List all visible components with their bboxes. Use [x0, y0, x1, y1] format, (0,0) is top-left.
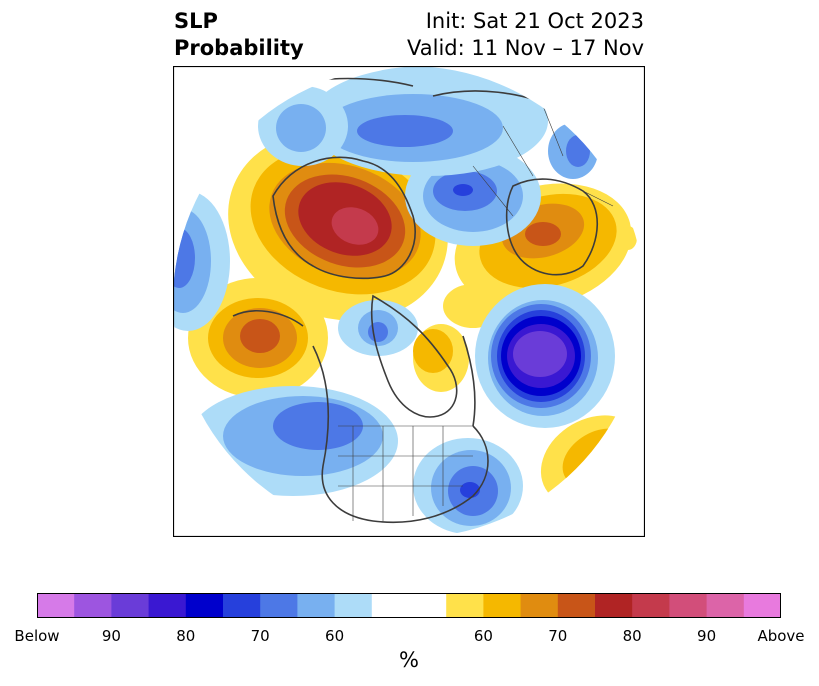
anomaly-north-pacific [188, 278, 328, 398]
colorbar [37, 593, 781, 618]
political-borders [338, 105, 614, 521]
colorbar-cell [223, 593, 261, 618]
probability-map [173, 66, 645, 537]
colorbar-tick-label: 90 [101, 627, 121, 645]
colorbar-cell [334, 593, 373, 618]
colorbar-cell [409, 593, 447, 618]
colorbar-cell [148, 593, 187, 618]
colorbar-tick-label: 90 [697, 627, 717, 645]
colorbar-tick-label: 60 [473, 627, 493, 645]
chart-title: SLP Probability [174, 8, 304, 62]
anomaly-north-atlantic [475, 284, 615, 428]
colorbar-tick-label: 70 [548, 627, 568, 645]
title-subtitle: Probability [174, 36, 304, 60]
anomaly-western-siberia [258, 66, 598, 179]
colorbar-cell [483, 593, 522, 618]
colorbar-tick-label: Below [14, 627, 60, 645]
colorbar-cell [669, 593, 708, 618]
colorbar-cell [260, 593, 298, 618]
anomaly-far-west [173, 191, 230, 331]
colorbar-tick-label: 80 [622, 627, 642, 645]
colorbar-tick-label: 80 [176, 627, 196, 645]
colorbar-cell [446, 593, 484, 618]
colorbar-cell [74, 593, 112, 618]
colorbar-cell [632, 593, 670, 618]
colorbar-cell [185, 593, 224, 618]
anomaly-southeast-us [413, 438, 523, 534]
valid-range-label: Valid: 11 Nov – 17 Nov [407, 36, 644, 60]
colorbar-tick-label: Above [757, 627, 805, 645]
colorbar-cell [557, 593, 596, 618]
colorbar-cell [706, 593, 745, 618]
colorbar-tick-label: 60 [325, 627, 345, 645]
colorbar-cell [595, 593, 633, 618]
colorbar-tick-label: 70 [250, 627, 270, 645]
colorbar-cell [743, 593, 781, 618]
anomaly-greenland [413, 284, 503, 392]
init-date-label: Init: Sat 21 Oct 2023 [425, 9, 644, 33]
colorbar-cell [111, 593, 150, 618]
colorbar-label: % [399, 648, 419, 672]
title-variable: SLP [174, 9, 218, 33]
colorbar-cell [520, 593, 559, 618]
colorbar-cell [371, 593, 410, 618]
colorbar-cell [37, 593, 75, 618]
colorbar-cell [297, 593, 336, 618]
anomaly-canada [338, 300, 418, 356]
forecast-dates: Init: Sat 21 Oct 2023 Valid: 11 Nov – 17… [407, 8, 644, 62]
